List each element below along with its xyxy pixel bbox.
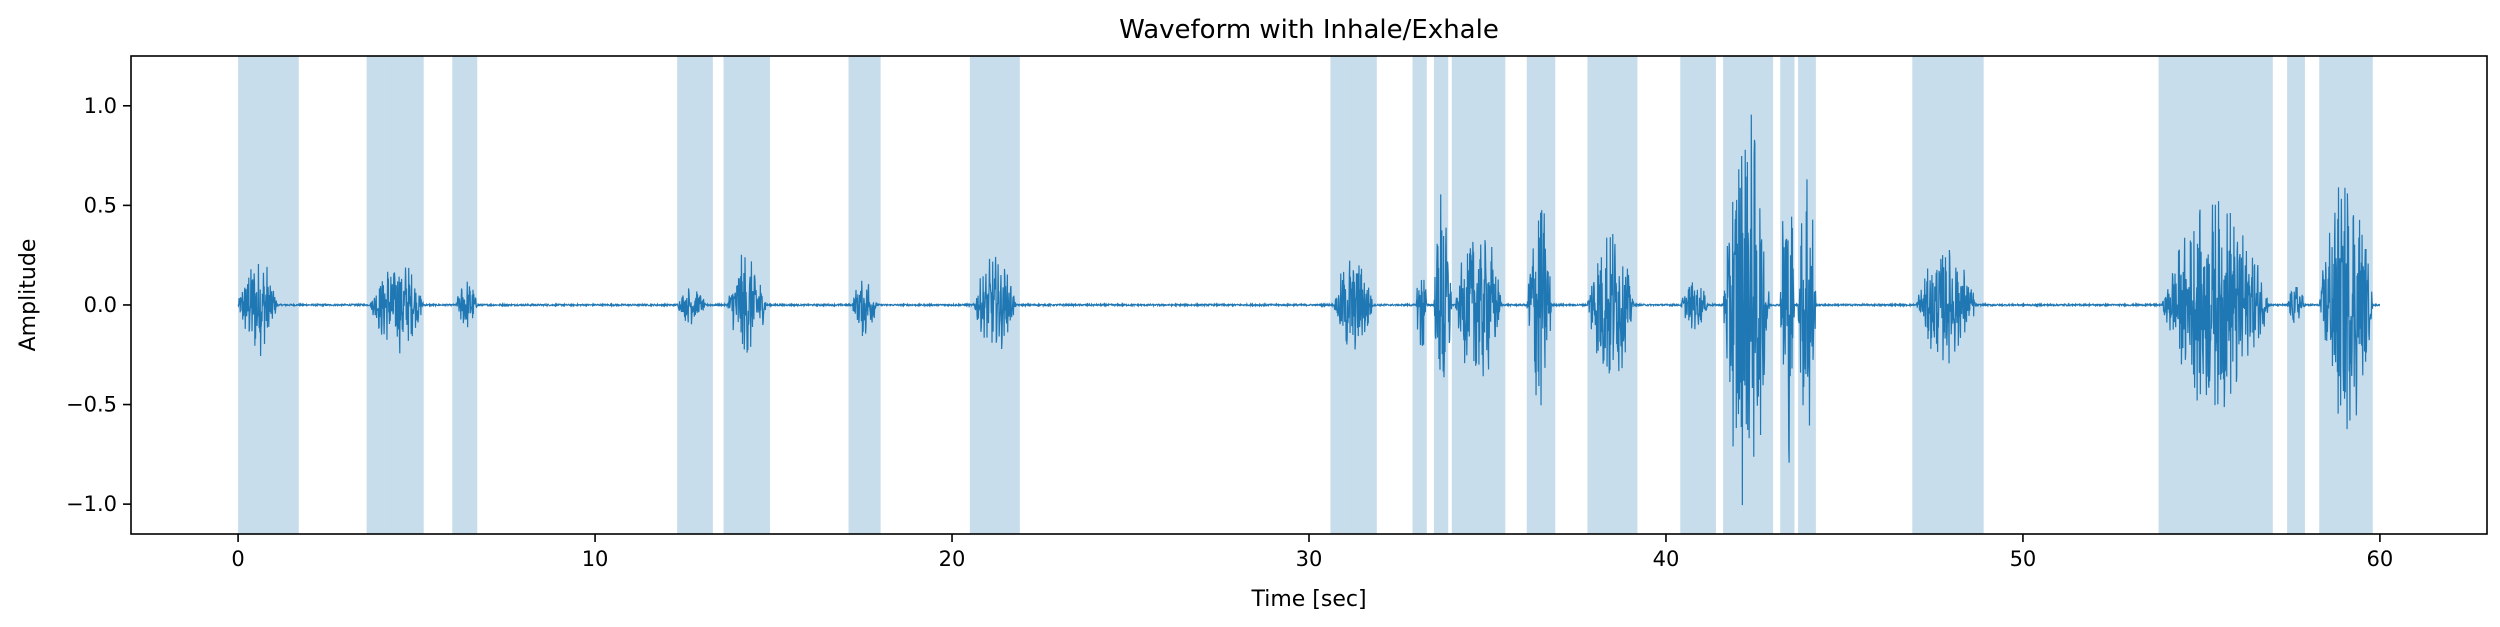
y-axis-label: Amplitude [16, 239, 41, 352]
x-axis-ticks: 0 10 20 30 40 50 60 [231, 534, 2393, 571]
phase-span [366, 56, 385, 534]
x-tick-label: 10 [582, 547, 609, 571]
waveform-path [237, 114, 2381, 506]
x-tick-label: 50 [2010, 547, 2037, 571]
y-tick-label: 1.0 [84, 94, 117, 118]
y-tick-label: 0.0 [84, 293, 117, 317]
phase-spans [238, 56, 2373, 534]
x-tick-label: 30 [1296, 547, 1323, 571]
y-tick-label: −0.5 [66, 393, 117, 417]
waveform-line [237, 114, 2381, 506]
x-tick-label: 20 [939, 547, 966, 571]
phase-span [1708, 56, 1716, 534]
x-tick-label: 0 [231, 547, 244, 571]
y-axis-ticks: −1.0 −0.5 0.0 0.5 1.0 [66, 94, 131, 516]
y-tick-label: −1.0 [66, 492, 117, 516]
x-tick-label: 40 [1653, 547, 1680, 571]
y-tick-label: 0.5 [84, 193, 117, 217]
x-axis-label: Time [sec] [1250, 587, 1366, 612]
phase-span [862, 56, 881, 534]
x-tick-label: 60 [2367, 547, 2394, 571]
plot-frame [130, 55, 2488, 535]
phase-span [687, 56, 713, 534]
phase-span [677, 56, 688, 534]
chart-title: Waveform with Inhale/Exhale [1119, 15, 1499, 45]
phase-span [1330, 56, 1345, 534]
